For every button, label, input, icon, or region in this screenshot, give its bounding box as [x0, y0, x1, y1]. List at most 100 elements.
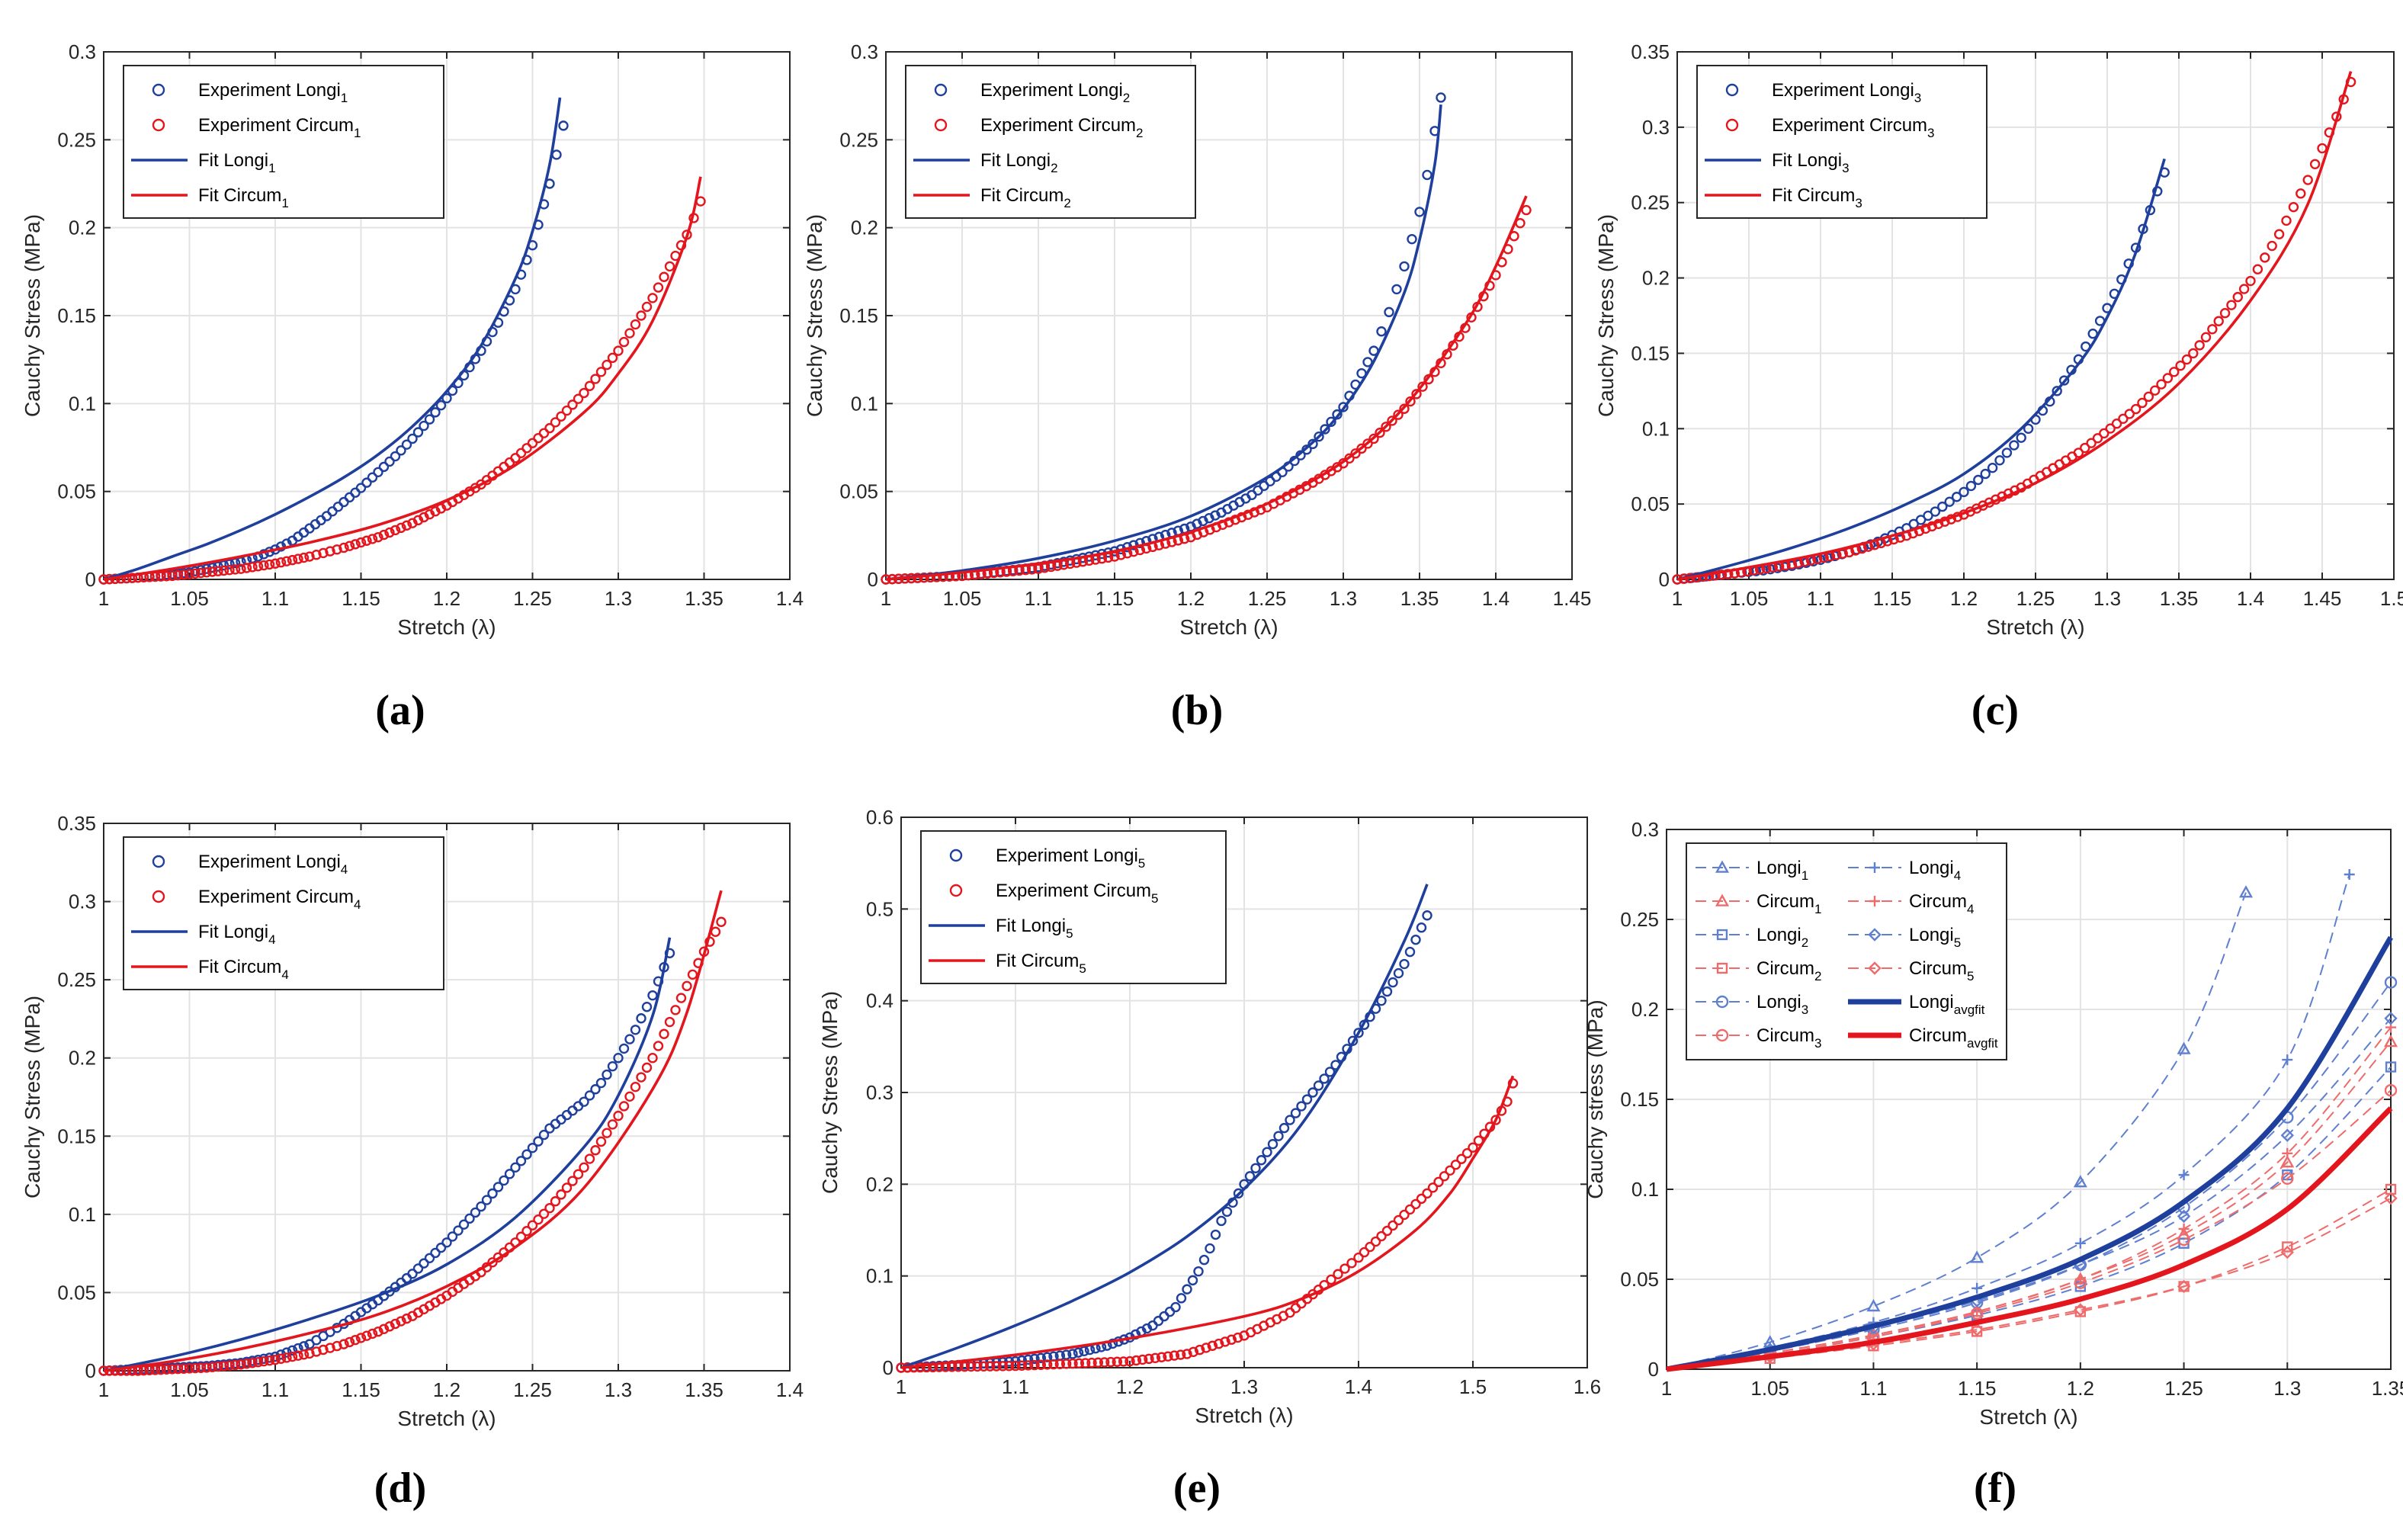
data-point — [2194, 340, 2205, 351]
data-point — [1105, 1356, 1116, 1368]
data-point — [521, 1226, 532, 1237]
data-point — [544, 1202, 555, 1214]
legend-label: Longi2 — [1757, 925, 1808, 950]
panel-c: 1 1.05 1.1 1.15 1.2 1.25 1.3 1.35 1.4 1.45 1.5 0 0.0… — [1594, 0, 2403, 762]
data-point — [590, 374, 601, 384]
data-point — [510, 453, 521, 464]
data-point — [1490, 1115, 1501, 1125]
data-point — [2105, 423, 2116, 434]
data-point — [1970, 1250, 1984, 1263]
data-point — [1951, 492, 1962, 502]
data-point — [1144, 1353, 1154, 1365]
x-tick-label: 1.2 — [2067, 1377, 2094, 1400]
y-tick-label: 0 — [1659, 568, 1670, 591]
data-point — [1273, 1131, 1284, 1141]
legend-marker — [152, 890, 165, 903]
data-point — [1987, 462, 1998, 473]
caption-c: (c) — [1971, 687, 2020, 734]
y-tick-label: 0.25 — [57, 968, 96, 991]
series-group — [896, 884, 1519, 1373]
legend-box — [1696, 65, 1988, 219]
data-point — [556, 411, 566, 422]
x-tick-label: 1.15 — [342, 587, 380, 610]
data-point — [1376, 995, 1387, 1006]
data-point — [1278, 1122, 1290, 1134]
legend: Experiment Longi5 Experiment Circum5 Fit L… — [920, 830, 1227, 984]
data-point — [424, 1253, 435, 1263]
data-point — [373, 467, 383, 477]
data-point — [390, 1318, 401, 1330]
y-tick-label: 0.15 — [839, 304, 878, 327]
data-point — [1433, 1176, 1444, 1188]
data-point — [1079, 1346, 1089, 1357]
x-tick-label: 1.1 — [1002, 1375, 1029, 1398]
data-point — [161, 571, 172, 582]
data-point — [2302, 175, 2313, 185]
data-point — [396, 445, 406, 456]
data-point — [1388, 1220, 1398, 1231]
data-point — [2384, 1084, 2398, 1097]
data-point — [2130, 403, 2142, 415]
data-point — [1010, 1360, 1021, 1372]
data-point — [247, 1358, 258, 1368]
y-tick-label: 0.3 — [69, 890, 96, 913]
data-point — [1980, 468, 1991, 480]
data-point — [298, 552, 310, 563]
legend-marker — [1715, 1028, 1729, 1042]
x-tick-label: 1.45 — [2303, 587, 2342, 610]
data-point — [1319, 1073, 1330, 1084]
data-point — [1296, 1101, 1307, 1112]
fit-line — [900, 1075, 1515, 1369]
x-tick-label: 1.25 — [2016, 587, 2055, 610]
y-tick-label: 0.15 — [57, 1125, 96, 1147]
x-tick-label: 1.3 — [2093, 587, 2121, 610]
data-point — [527, 1220, 538, 1230]
y-tick-label: 0.15 — [57, 304, 96, 327]
data-point — [521, 1149, 532, 1160]
data-point — [338, 1339, 349, 1349]
legend-label: Fit Circum5 — [996, 951, 1086, 976]
data-point — [1399, 958, 1410, 970]
panel-f: 1 1.05 1.1 1.15 1.2 1.25 1.3 1.35 0 0.05 0.1 0.15 0.… — [1583, 778, 2403, 1530]
data-point — [373, 531, 383, 543]
data-point — [407, 433, 418, 444]
data-point — [1210, 1229, 1221, 1240]
data-point — [1970, 1323, 1984, 1336]
data-point — [664, 1016, 675, 1028]
axis-box — [885, 51, 1573, 580]
data-point — [487, 1188, 498, 1199]
data-point — [1959, 486, 1969, 498]
data-point — [172, 569, 184, 581]
y-tick-label: 0.5 — [866, 897, 894, 920]
data-point — [458, 1219, 470, 1230]
data-point — [921, 1362, 932, 1373]
data-point — [618, 336, 630, 348]
data-point — [270, 1354, 281, 1365]
data-point — [1375, 427, 1385, 438]
legend-marker — [934, 83, 948, 97]
x-tick-label: 1.05 — [1730, 587, 1769, 610]
data-point — [264, 559, 275, 570]
data-point — [527, 1142, 538, 1153]
data-point — [636, 1072, 646, 1083]
data-point — [2023, 423, 2034, 434]
data-point — [670, 1005, 681, 1015]
data-point — [207, 566, 218, 577]
data-point — [2156, 379, 2167, 390]
y-tick-label: 0.1 — [866, 1265, 894, 1288]
data-point — [378, 461, 390, 473]
data-point — [558, 120, 569, 131]
data-point — [1086, 1357, 1097, 1368]
data-point — [2099, 428, 2109, 439]
fit-line — [103, 176, 702, 581]
data-point — [184, 1363, 195, 1374]
data-point — [419, 1258, 429, 1269]
y-tick-label: 0 — [868, 568, 878, 591]
series-group — [98, 890, 727, 1376]
data-point — [1107, 1338, 1118, 1349]
fit-line — [103, 937, 672, 1372]
panel-d: 1 1.05 1.1 1.15 1.2 1.25 1.3 1.35 1.4 0 0.05 0.1 0.1… — [0, 778, 804, 1530]
data-point — [613, 1110, 624, 1121]
data-point — [538, 1129, 550, 1141]
data-point — [2245, 275, 2256, 287]
